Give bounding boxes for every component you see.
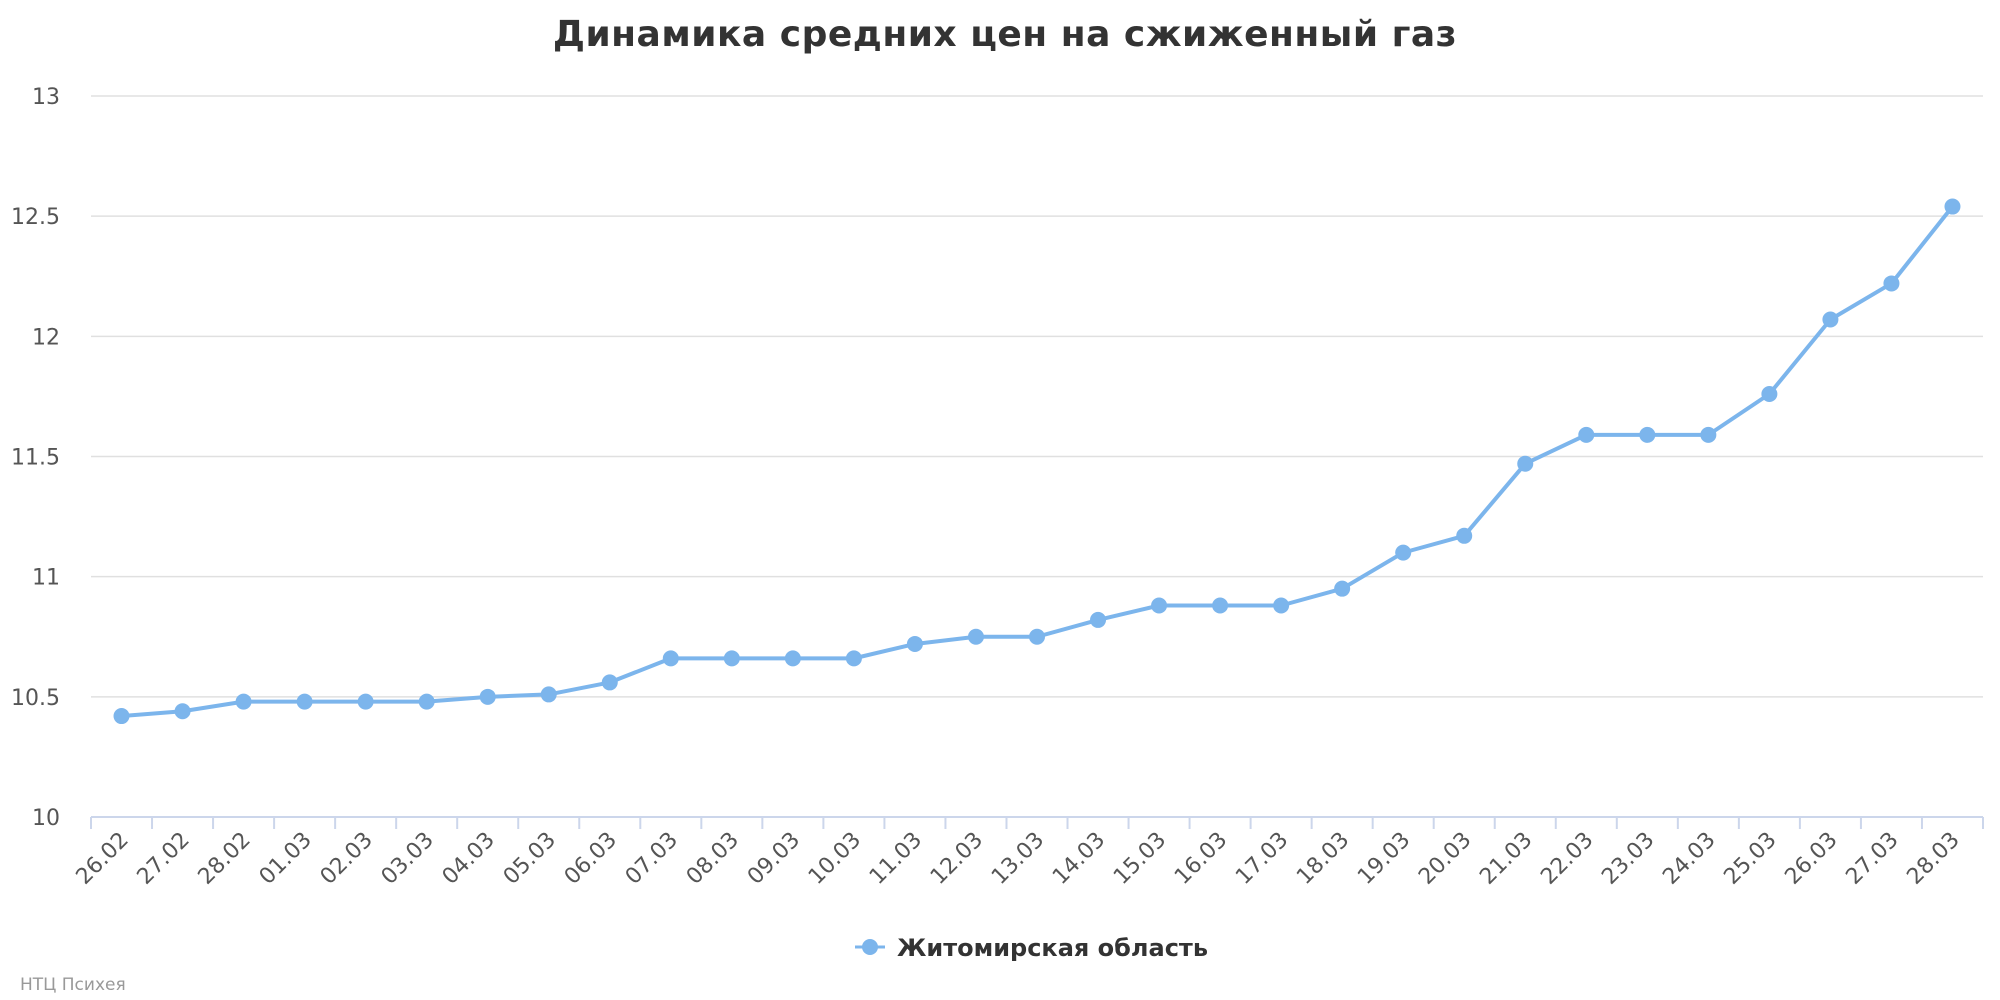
y-tick-label: 11.5 xyxy=(11,446,60,471)
credits[interactable]: НТЦ Психея xyxy=(20,975,126,995)
data-point[interactable] xyxy=(784,650,801,667)
x-tick-label: 15.03 xyxy=(1109,828,1171,890)
x-tick-label: 27.02 xyxy=(133,828,195,890)
y-axis: 10 10.5 11 11.5 12 12.5 13 xyxy=(11,85,60,831)
grid xyxy=(91,95,1983,698)
data-point[interactable] xyxy=(296,693,313,710)
data-point[interactable] xyxy=(174,703,191,720)
data-point[interactable] xyxy=(1700,426,1717,443)
x-tick-label: 11.03 xyxy=(865,828,927,890)
legend-label[interactable]: Житомирская область xyxy=(897,934,1208,962)
data-point[interactable] xyxy=(1456,527,1473,544)
x-tick-label: 20.03 xyxy=(1414,828,1476,890)
legend[interactable]: Житомирская область xyxy=(855,934,1208,962)
data-point[interactable] xyxy=(418,693,435,710)
data-point[interactable] xyxy=(723,650,740,667)
y-tick-label: 13 xyxy=(32,85,60,110)
data-point[interactable] xyxy=(1761,386,1778,403)
x-tick-label: 16.03 xyxy=(1170,828,1232,890)
data-point[interactable] xyxy=(1944,198,1961,215)
x-tick-label: 26.02 xyxy=(72,828,134,890)
x-tick-label: 05.03 xyxy=(499,828,561,890)
x-tick-label: 08.03 xyxy=(682,828,744,890)
data-point[interactable] xyxy=(1090,611,1107,628)
data-point[interactable] xyxy=(845,650,862,667)
x-tick-label: 18.03 xyxy=(1292,828,1354,890)
data-point[interactable] xyxy=(1822,311,1839,328)
series-layer xyxy=(113,198,1961,725)
data-point[interactable] xyxy=(1395,544,1412,561)
x-tick-label: 10.03 xyxy=(804,828,866,890)
data-point[interactable] xyxy=(1517,455,1534,472)
data-point[interactable] xyxy=(1639,426,1656,443)
x-tick-label: 28.03 xyxy=(1903,828,1965,890)
x-tick-label: 01.03 xyxy=(255,828,317,890)
x-tick-label: 12.03 xyxy=(926,828,988,890)
x-tick-label: 21.03 xyxy=(1475,828,1537,890)
data-point[interactable] xyxy=(113,708,130,725)
x-tick-label: 14.03 xyxy=(1048,828,1110,890)
x-tick-label: 27.03 xyxy=(1841,828,1903,890)
y-tick-label: 12.5 xyxy=(11,205,60,230)
chart-title: Динамика средних цен на сжиженный газ xyxy=(553,14,1457,55)
x-tick-label: 13.03 xyxy=(987,828,1049,890)
data-point[interactable] xyxy=(1273,597,1290,614)
data-point[interactable] xyxy=(601,674,618,691)
x-tick-label: 26.03 xyxy=(1780,828,1842,890)
x-tick-label: 22.03 xyxy=(1536,828,1598,890)
x-tick-label: 25.03 xyxy=(1719,828,1781,890)
data-point[interactable] xyxy=(1212,597,1229,614)
data-point[interactable] xyxy=(1151,597,1168,614)
data-point[interactable] xyxy=(540,686,557,703)
x-tick-label: 09.03 xyxy=(743,828,805,890)
data-point[interactable] xyxy=(1578,426,1595,443)
legend-marker-icon xyxy=(862,939,878,955)
data-point[interactable] xyxy=(662,650,679,667)
x-tick-label: 07.03 xyxy=(621,828,683,890)
x-tick-label: 04.03 xyxy=(438,828,500,890)
data-point[interactable] xyxy=(357,693,374,710)
y-tick-label: 10 xyxy=(32,806,60,831)
x-tick-label: 19.03 xyxy=(1353,828,1415,890)
data-point[interactable] xyxy=(1334,580,1351,597)
x-tick-label: 03.03 xyxy=(377,828,439,890)
y-tick-label: 11 xyxy=(32,566,60,591)
x-tick-label: 28.02 xyxy=(194,828,256,890)
x-tick-label: 24.03 xyxy=(1658,828,1720,890)
data-point[interactable] xyxy=(906,635,923,652)
data-point[interactable] xyxy=(1029,628,1045,645)
x-tick-label: 17.03 xyxy=(1231,828,1293,890)
x-tick-label: 02.03 xyxy=(316,828,378,890)
y-tick-label: 10.5 xyxy=(11,686,60,711)
data-point[interactable] xyxy=(967,628,984,645)
x-tick-label: 06.03 xyxy=(560,828,622,890)
data-point[interactable] xyxy=(235,693,252,710)
y-tick-label: 12 xyxy=(32,325,60,350)
x-tick-label: 23.03 xyxy=(1597,828,1659,890)
x-axis: 26.0227.0228.0201.0302.0303.0304.0305.03… xyxy=(72,816,1984,890)
data-point[interactable] xyxy=(479,688,496,705)
data-point[interactable] xyxy=(1883,275,1900,292)
